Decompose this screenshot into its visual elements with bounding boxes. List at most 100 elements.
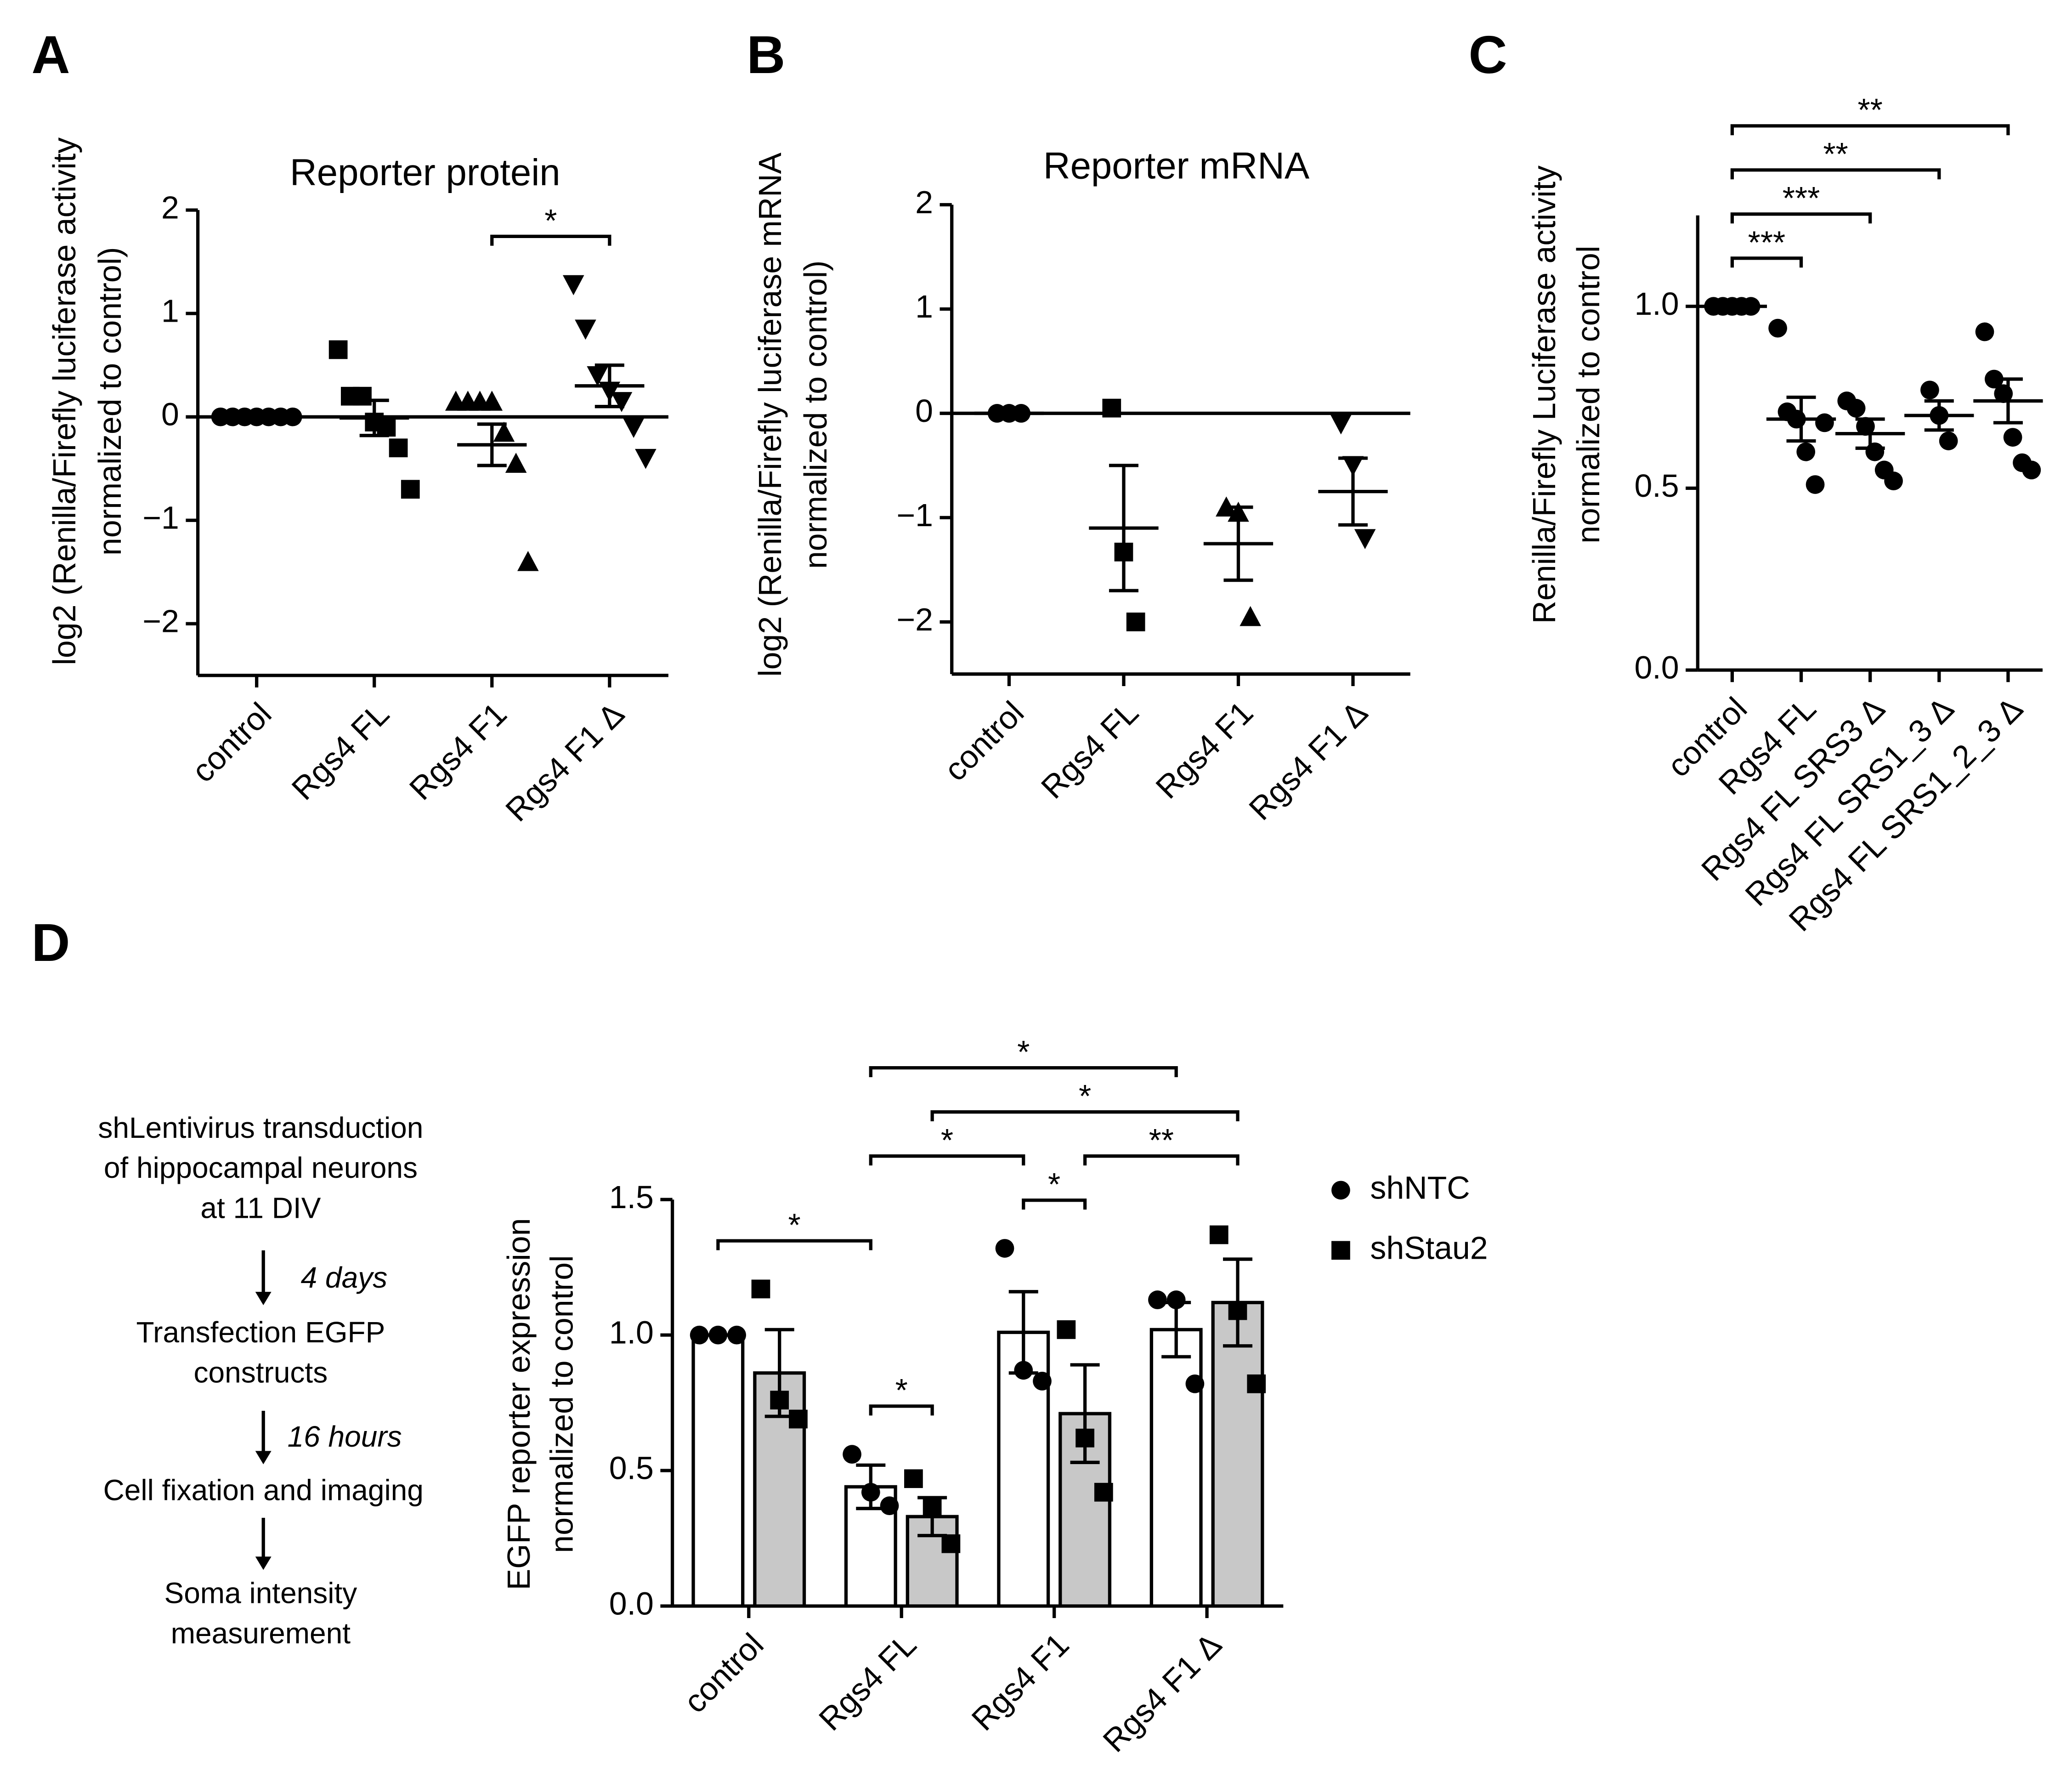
data-point — [727, 1325, 746, 1345]
flow-step: constructs — [194, 1356, 328, 1389]
data-point — [941, 1534, 961, 1553]
data-point — [1331, 1241, 1350, 1260]
data-point — [1102, 398, 1121, 418]
flow-arrowhead — [255, 1556, 272, 1570]
flow-step: Cell fixation and imaging — [103, 1473, 424, 1506]
x-tick-label: Rgs4 FL — [812, 1626, 923, 1738]
significance-label: *** — [1783, 180, 1820, 216]
x-tick-label: Rgs4 F1 — [965, 1626, 1076, 1738]
panel-label: B — [747, 25, 785, 85]
data-point — [635, 449, 657, 469]
data-point — [1209, 1225, 1228, 1244]
y-tick-label: 1.0 — [1634, 286, 1679, 322]
panel-label: C — [1468, 25, 1507, 85]
significance-bracket — [1022, 1198, 1087, 1210]
panel-label: A — [32, 25, 70, 85]
data-point — [505, 453, 527, 473]
data-point — [493, 421, 515, 442]
flow-arrowhead — [255, 1292, 272, 1306]
y-tick-label: 0 — [161, 397, 179, 432]
significance-bracket — [930, 1110, 1240, 1122]
data-point — [923, 1499, 942, 1518]
y-tick-label: −1 — [896, 497, 933, 533]
data-point — [1331, 1181, 1350, 1200]
data-point — [1846, 398, 1866, 418]
data-point — [880, 1496, 899, 1516]
data-point — [353, 386, 372, 406]
y-axis-label: normalized to control — [1570, 246, 1606, 544]
data-point — [562, 275, 584, 295]
bar — [1211, 1301, 1264, 1608]
y-axis-label: normalized to control) — [798, 261, 833, 569]
y-tick-label: −2 — [896, 602, 933, 637]
x-tick-label: Rgs4 FL — [285, 696, 396, 807]
data-point — [1806, 475, 1825, 494]
x-tick-label: Rgs4 F1 — [1149, 694, 1260, 806]
y-tick-label: 2 — [161, 190, 179, 226]
panel-label: D — [32, 913, 70, 972]
data-point — [2022, 460, 2041, 480]
error-cap — [594, 363, 624, 409]
data-point — [1033, 1372, 1052, 1391]
flow-step: shLentivirus transduction — [98, 1111, 423, 1144]
y-axis-label: Renilla/Firefly Luciferase activity — [1526, 165, 1562, 624]
error-cap — [1223, 505, 1253, 582]
y-axis-label: log2 (Renilla/Firefly luciferase activit… — [46, 137, 82, 665]
data-point — [517, 551, 539, 571]
significance-bracket — [490, 234, 611, 246]
error-cap — [1855, 417, 1885, 450]
significance-bracket — [1730, 168, 1941, 180]
data-point — [1094, 1482, 1113, 1502]
data-point — [328, 340, 348, 359]
data-point — [751, 1279, 770, 1299]
flow-step: Soma intensity — [164, 1576, 357, 1609]
y-axis-label: normalized to control — [543, 1255, 579, 1553]
error-cap — [1223, 1257, 1253, 1348]
y-axis-label: EGFP reporter expression — [501, 1218, 537, 1590]
data-point — [1884, 471, 1903, 490]
y-tick-label: 1.0 — [609, 1315, 654, 1351]
data-point — [1939, 432, 1958, 450]
bar — [691, 1333, 745, 1608]
significance-label: * — [1017, 1034, 1030, 1070]
legend-label: shStau2 — [1370, 1230, 1488, 1266]
data-point — [843, 1445, 861, 1464]
error-cap — [1786, 395, 1816, 443]
y-tick-label: 0.0 — [1634, 650, 1679, 686]
error-cap — [477, 422, 507, 467]
flow-step: of hippocampal neurons — [104, 1151, 418, 1184]
data-point — [1057, 1320, 1076, 1339]
significance-label: ** — [1823, 136, 1848, 172]
data-point — [611, 392, 633, 412]
significance-bracket — [1730, 212, 1872, 224]
significance-label: * — [941, 1122, 953, 1158]
significance-label: * — [895, 1372, 908, 1408]
x-tick-label: Rgs4 F1 Δ — [1242, 694, 1374, 827]
data-point — [1975, 322, 1994, 341]
flow-interval: 4 days — [301, 1261, 388, 1294]
significance-label: * — [544, 203, 557, 239]
flow-step: measurement — [171, 1617, 351, 1650]
data-point — [1920, 381, 1939, 400]
significance-bracket — [869, 1066, 1178, 1078]
data-point — [1865, 442, 1885, 461]
data-point — [1815, 413, 1834, 432]
data-point — [1247, 1374, 1266, 1393]
y-axis-label: log2 (Renilla/Firefly luciferase mRNA — [752, 152, 788, 676]
chart-title: Reporter protein — [290, 152, 560, 193]
data-point — [789, 1409, 808, 1429]
data-point — [1768, 318, 1787, 338]
y-tick-label: −1 — [142, 500, 179, 536]
data-point — [1014, 1361, 1033, 1380]
data-point — [690, 1325, 709, 1345]
data-point — [587, 366, 608, 386]
significance-bracket — [869, 1154, 1025, 1166]
y-tick-label: 1 — [161, 293, 179, 329]
data-point — [1126, 612, 1145, 631]
data-point — [1240, 606, 1261, 626]
data-point — [401, 480, 420, 499]
data-point — [904, 1469, 923, 1488]
significance-bracket — [1730, 256, 1803, 268]
legend-label: shNTC — [1370, 1170, 1470, 1205]
